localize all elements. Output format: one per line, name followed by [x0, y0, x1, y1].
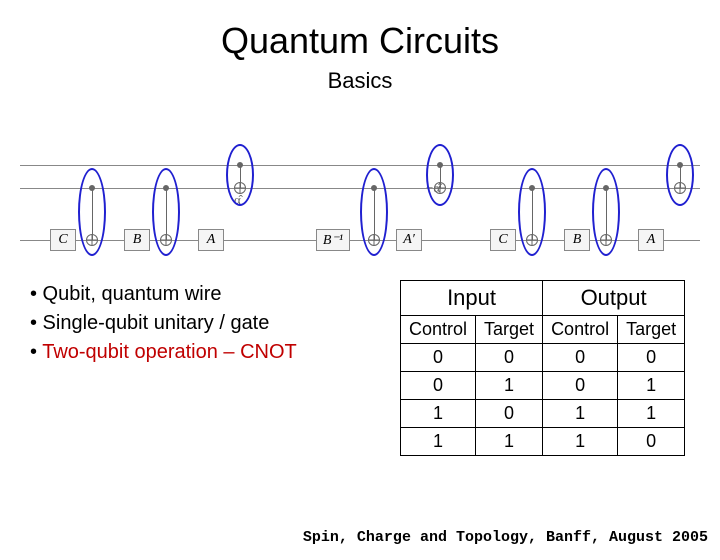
bullet-red-text: Two-qubit operation – CNOT: [42, 341, 297, 363]
highlight-ellipse: [666, 144, 694, 206]
table-cell: 1: [476, 372, 543, 400]
table-cell: 0: [401, 344, 476, 372]
gate-box: B: [124, 229, 150, 251]
page-subtitle: Basics: [0, 68, 720, 94]
table-cell: 1: [476, 428, 543, 456]
gate-box: B: [564, 229, 590, 251]
highlight-ellipse: [592, 168, 620, 256]
gate-box: B⁻¹: [316, 229, 350, 251]
gate-box: A: [638, 229, 664, 251]
bullet-list: • Qubit, quantum wire • Single-qubit uni…: [30, 280, 370, 367]
table-cell: 1: [401, 400, 476, 428]
highlight-ellipse: [360, 168, 388, 256]
bullet-item: • Two-qubit operation – CNOT: [30, 338, 370, 367]
highlight-ellipse: [518, 168, 546, 256]
bullet-prefix: •: [30, 341, 42, 363]
highlight-ellipse: [426, 144, 454, 206]
gate-box: A: [198, 229, 224, 251]
table-header-output: Output: [543, 281, 685, 316]
table-col-target: Target: [618, 316, 685, 344]
table-col-control: Control: [543, 316, 618, 344]
table-col-control: Control: [401, 316, 476, 344]
table-row: 1110: [401, 428, 685, 456]
table-cell: 1: [543, 428, 618, 456]
table-cell: 0: [401, 372, 476, 400]
highlight-ellipse: [78, 168, 106, 256]
gate-box: C: [50, 229, 76, 251]
table-row: 0101: [401, 372, 685, 400]
table-header-input: Input: [401, 281, 543, 316]
circuit-diagram: CBAB⁻¹A′CBAα̂−α̂: [20, 150, 700, 260]
table-cell: 0: [618, 428, 685, 456]
table-cell: 0: [476, 344, 543, 372]
gate-box: A′: [396, 229, 422, 251]
table-row: 0000: [401, 344, 685, 372]
footer-text: Spin, Charge and Topology, Banff, August…: [303, 529, 708, 546]
highlight-ellipse: [152, 168, 180, 256]
table-col-target: Target: [476, 316, 543, 344]
highlight-ellipse: [226, 144, 254, 206]
table-cell: 1: [618, 372, 685, 400]
table-row: 1011: [401, 400, 685, 428]
quantum-wire: [20, 165, 700, 166]
table-cell: 0: [476, 400, 543, 428]
table-cell: 0: [543, 372, 618, 400]
bullet-item: • Qubit, quantum wire: [30, 280, 370, 309]
table-cell: 0: [618, 344, 685, 372]
bullet-item: • Single-qubit unitary / gate: [30, 309, 370, 338]
table-cell: 0: [543, 344, 618, 372]
table-cell: 1: [401, 428, 476, 456]
cnot-truth-table: Input Output Control Target Control Targ…: [400, 280, 685, 456]
table-cell: 1: [543, 400, 618, 428]
table-cell: 1: [618, 400, 685, 428]
gate-box: C: [490, 229, 516, 251]
page-title: Quantum Circuits: [0, 20, 720, 62]
